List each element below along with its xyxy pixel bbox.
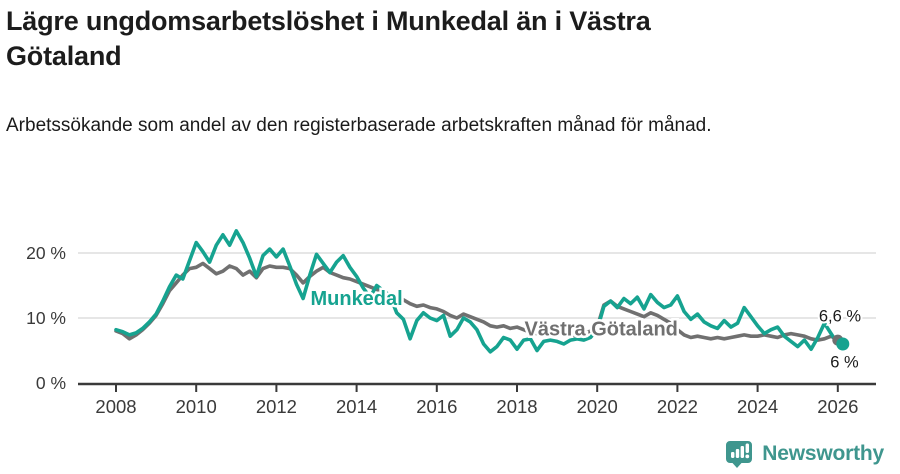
newsworthy-brand-text: Newsworthy: [762, 442, 884, 465]
unemployment-line-chart: 2008 2010 2012 2014 2016 2018 2020 2022 2024 2026…: [26, 229, 876, 417]
y-tick-label: 0 %: [36, 373, 66, 393]
newsworthy-branding: Newsworthy: [723, 438, 884, 470]
x-tick-label: 2018: [496, 396, 537, 417]
x-tick-label: 2010: [176, 396, 217, 417]
x-tick-label: 2022: [657, 396, 698, 417]
series-line-munkedal: [114, 229, 840, 354]
annotation-end-value: 6,6 %: [819, 307, 862, 325]
end-dot-munkedal: [836, 337, 850, 351]
y-tick-label: 20 %: [26, 243, 66, 263]
x-tick-label: 2020: [577, 396, 618, 417]
x-tick-label: 2016: [416, 396, 457, 417]
chart-subtitle: Arbetssökande som andel av den registerb…: [6, 115, 712, 136]
series-line-v-stra-g-taland: [114, 261, 840, 342]
logo-exclamation-dot: [745, 454, 750, 459]
x-tick-label: 2008: [95, 396, 136, 417]
logo-exclamation-stem: [745, 443, 750, 453]
y-tick-label: 10 %: [26, 308, 66, 328]
logo-bar-2: [736, 449, 740, 458]
page-title: Lägre ungdomsarbetslöshet i Munkedal än …: [6, 6, 651, 71]
x-tick-label: 2026: [817, 396, 858, 417]
x-tick-label: 2024: [737, 396, 778, 417]
x-tick-label: 2014: [336, 396, 377, 417]
x-tick-label: 2012: [256, 396, 297, 417]
series-label-munkedal: Munkedal: [310, 288, 402, 310]
newsworthy-chart-bubble-icon: [726, 441, 753, 468]
annotation-end-value: 6 %: [830, 354, 859, 372]
logo-bar-1: [731, 452, 735, 458]
series-label-v-stra-g-taland: Västra Götaland: [525, 318, 678, 340]
logo-bar-3: [740, 446, 745, 458]
